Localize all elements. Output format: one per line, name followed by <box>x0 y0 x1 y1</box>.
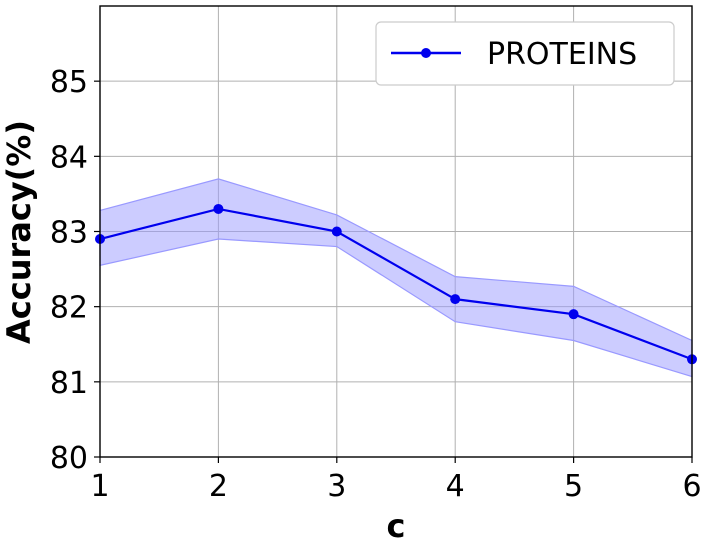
series-line <box>99 207 693 361</box>
confidence-band <box>99 178 693 378</box>
x-tick-label: 1 <box>90 469 109 504</box>
legend-marker <box>421 48 431 58</box>
x-tick-label: 3 <box>327 469 346 504</box>
data-point <box>450 294 461 305</box>
data-point <box>213 203 224 214</box>
x-tick-label: 6 <box>682 469 701 504</box>
confidence-band-layer <box>99 178 693 378</box>
legend-label: PROTEINS <box>487 37 637 72</box>
legend-box <box>375 21 675 86</box>
legend: PROTEINS <box>375 21 675 86</box>
y-axis-title: Accuracy(%) <box>0 120 38 344</box>
x-tick-label: 5 <box>564 469 583 504</box>
y-tick-label: 84 <box>50 140 88 175</box>
y-tick-label: 85 <box>50 65 88 100</box>
x-tick-label: 2 <box>209 469 228 504</box>
series-layer <box>95 203 697 365</box>
x-tick-label: 4 <box>446 469 465 504</box>
x-axis-title: c <box>387 507 406 540</box>
data-point <box>331 226 342 237</box>
y-tick-label: 80 <box>50 441 88 476</box>
data-point <box>568 309 579 320</box>
tick-layer: 1 2 3 4 5 6 80 81 82 83 84 85 <box>50 65 702 504</box>
y-tick-label: 82 <box>50 291 88 326</box>
y-tick-label: 83 <box>50 216 88 251</box>
y-tick-label: 81 <box>50 366 88 401</box>
